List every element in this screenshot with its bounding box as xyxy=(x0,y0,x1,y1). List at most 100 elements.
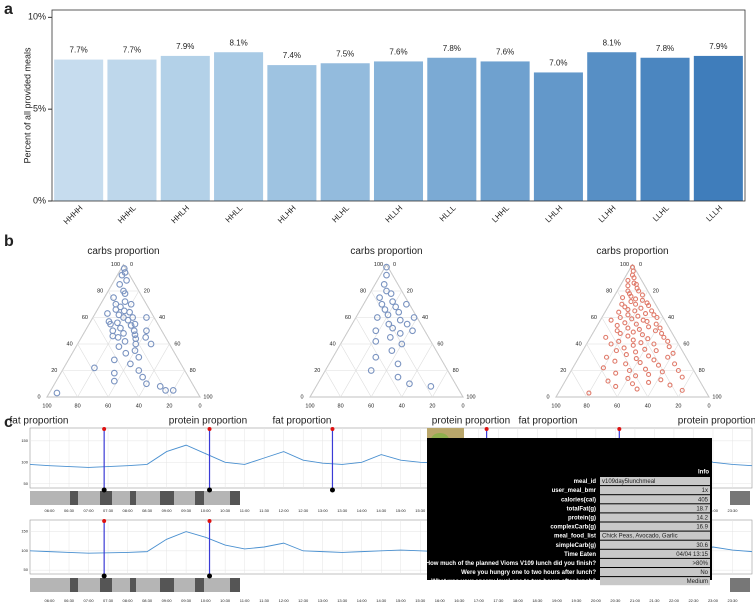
info-key: calories(cal) xyxy=(561,497,596,503)
info-value: 18.7 xyxy=(696,506,708,512)
fat-tick-label: 20 xyxy=(429,403,435,409)
carbs-tick-label: 80 xyxy=(606,288,612,294)
info-key: What was your energy level one to two ho… xyxy=(431,579,596,585)
point xyxy=(679,387,685,393)
point xyxy=(143,327,150,335)
point xyxy=(646,353,652,359)
point xyxy=(127,300,135,308)
x-tick-label: 23:30 xyxy=(727,508,738,513)
point xyxy=(655,362,662,368)
fat-tick-label: 20 xyxy=(675,403,681,409)
activity-block xyxy=(195,491,204,505)
left-label: fat proportion xyxy=(273,416,332,427)
point xyxy=(646,303,652,309)
point xyxy=(675,367,681,374)
bar xyxy=(107,59,157,201)
activity-block xyxy=(70,578,78,592)
meal-dot-top xyxy=(207,427,212,431)
value-label: 7.5% xyxy=(336,49,354,58)
panel-label: c xyxy=(4,414,13,431)
x-tick-label: 06:30 xyxy=(64,508,75,513)
carbs-tick-label: 100 xyxy=(111,262,120,268)
y-tick-label: 150 xyxy=(21,438,28,443)
point xyxy=(625,333,631,339)
meal-dot-top xyxy=(102,519,107,523)
fat-tick-label: 80 xyxy=(338,403,344,409)
point xyxy=(616,309,622,315)
point xyxy=(131,331,139,339)
point xyxy=(388,347,396,354)
grid-line xyxy=(340,343,372,398)
info-value: 405 xyxy=(698,497,709,503)
x-tick-label: 12:00 xyxy=(279,598,290,603)
point xyxy=(53,389,61,397)
info-value-cell xyxy=(600,558,710,567)
info-key: complexCarb(g) xyxy=(550,525,596,531)
activity-strip xyxy=(730,578,750,592)
value-label: 7.9% xyxy=(176,42,194,51)
point xyxy=(406,380,413,388)
point xyxy=(131,347,139,354)
value-label: 7.0% xyxy=(549,59,567,68)
point xyxy=(637,359,643,366)
point xyxy=(396,316,404,324)
point xyxy=(120,265,128,272)
meal-dot xyxy=(207,573,213,579)
point xyxy=(633,356,639,362)
x-tick-label: 18:30 xyxy=(532,598,543,603)
point xyxy=(620,295,626,301)
info-key: totalFat(g) xyxy=(567,506,596,512)
y-tick-label: 0% xyxy=(33,195,46,205)
info-value-cell xyxy=(600,577,710,586)
fat-tick-label: 100 xyxy=(42,403,51,409)
point xyxy=(126,308,133,316)
info-value-cell xyxy=(600,504,710,513)
grid-line xyxy=(138,343,170,398)
point xyxy=(116,281,124,288)
point xyxy=(629,316,635,322)
activity-block xyxy=(160,578,174,592)
point xyxy=(387,290,395,298)
top-label: carbs proportion xyxy=(350,246,422,257)
info-key: meal_food_list xyxy=(554,534,596,540)
fat-tick-label: 80 xyxy=(75,403,81,409)
grid-line xyxy=(123,264,201,398)
point xyxy=(630,329,636,335)
y-tick-label: 50 xyxy=(24,481,29,486)
carbs-tick-label: 60 xyxy=(591,315,597,321)
point xyxy=(394,360,402,368)
point xyxy=(632,308,638,314)
point xyxy=(373,314,381,321)
point xyxy=(115,343,123,351)
point xyxy=(91,364,98,372)
fat-tick-label: 80 xyxy=(584,403,590,409)
point xyxy=(642,366,649,372)
protein-tick-label: 80 xyxy=(190,368,196,374)
point xyxy=(127,360,134,368)
point xyxy=(367,367,375,374)
grid-line xyxy=(386,264,464,398)
point xyxy=(120,330,127,337)
point xyxy=(672,361,678,367)
activity-block xyxy=(100,578,112,592)
fat-tick-label: 40 xyxy=(399,403,405,409)
info-key: Time Eaten xyxy=(564,552,596,558)
point xyxy=(639,332,645,338)
point xyxy=(403,300,410,308)
info-key: meal_id xyxy=(574,479,597,485)
y-tick-label: 50 xyxy=(24,567,29,572)
grid-line xyxy=(601,317,649,398)
x-tick-label: 12:00 xyxy=(279,508,290,513)
carbs-tick-label: 100 xyxy=(620,262,629,268)
x-tick-label: 13:00 xyxy=(318,598,329,603)
x-tick-label: 07:30 xyxy=(103,598,114,603)
point xyxy=(666,344,672,350)
point xyxy=(110,369,118,377)
grid-line xyxy=(571,370,587,398)
info-key: How much of the planned Vioms V109 lunch… xyxy=(426,561,597,567)
bar xyxy=(587,52,637,201)
carbs-tick-label: 40 xyxy=(330,341,336,347)
x-tick-label: 09:00 xyxy=(162,598,173,603)
x-tick-label: 12:30 xyxy=(298,508,309,513)
info-value: No xyxy=(700,570,708,576)
